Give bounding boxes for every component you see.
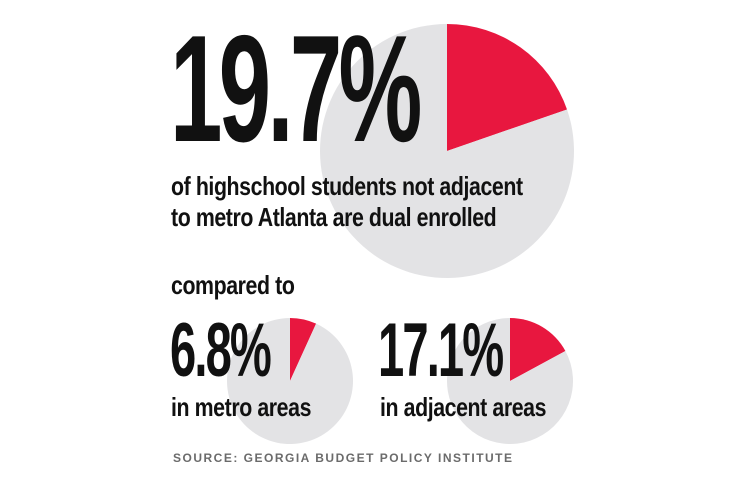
- source-note: SOURCE: GEORGIA BUDGET POLICY INSTITUTE: [173, 451, 514, 465]
- main-caption: of highschool students not adjacent to m…: [171, 171, 523, 233]
- main-pie-slice-highlight: [447, 24, 568, 151]
- adjacent-pie-slice-remainder: [447, 318, 573, 444]
- metro-percentage: 6.8%: [170, 308, 272, 393]
- adjacent-percentage: 17.1%: [378, 308, 504, 393]
- metro-caption: in metro areas: [171, 392, 312, 422]
- metro-pie-slice-highlight: [290, 318, 317, 381]
- main-caption-line-2: to metro Atlanta are dual enrolled: [171, 202, 497, 232]
- main-pie-slice-remainder: [319, 24, 574, 278]
- adjacent-pie-slice-highlight: [510, 318, 566, 381]
- adjacent-caption: in adjacent areas: [380, 392, 547, 422]
- main-percentage: 19.7%: [170, 4, 422, 174]
- main-caption-line-1: of highschool students not adjacent: [171, 171, 523, 201]
- compared-to-label: compared to: [171, 270, 295, 300]
- metro-pie-slice-remainder: [227, 318, 353, 445]
